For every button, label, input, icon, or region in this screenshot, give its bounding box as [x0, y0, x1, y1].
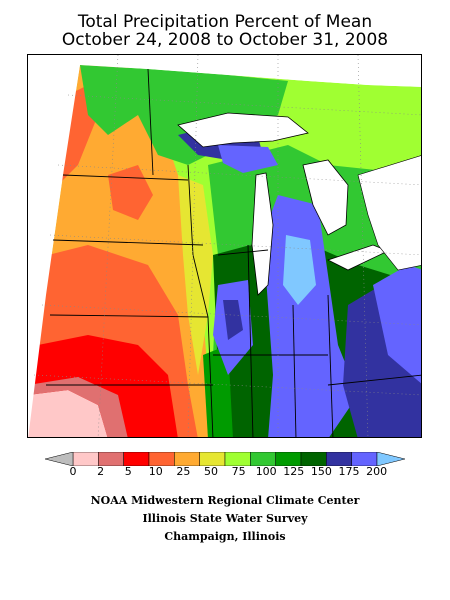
legend-bin-3 — [148, 452, 175, 466]
legend-over-arrow — [376, 452, 405, 466]
precipitation-map — [27, 54, 422, 438]
legend-bin-4 — [174, 452, 200, 466]
legend-tick-0: 0 — [69, 465, 77, 478]
map-subtitle-date-range: October 24, 2008 to October 31, 2008 — [61, 30, 389, 50]
legend-bin-10 — [326, 452, 352, 466]
zone-pink-southwest — [28, 390, 108, 437]
legend-tick-125: 125 — [283, 465, 305, 478]
legend-bin-5 — [199, 452, 226, 466]
legend-bin-6 — [224, 452, 251, 466]
legend-under-arrow — [45, 452, 74, 466]
precipitation-map-svg — [28, 55, 421, 437]
legend-bin-2 — [123, 452, 150, 466]
zone-yellow-central — [178, 175, 213, 375]
credit-survey: Illinois State Water Survey — [142, 512, 308, 525]
legend-tick-50: 50 — [204, 465, 218, 478]
legend-bin-9 — [300, 452, 327, 466]
legend-tick-100: 100 — [255, 465, 277, 478]
legend-tick-25: 25 — [176, 465, 191, 478]
zone-blue-superior — [218, 145, 278, 173]
legend-tick-200: 200 — [366, 465, 388, 478]
map-outside-east — [357, 155, 421, 271]
legend-colorbar — [45, 452, 405, 466]
legend-tick-2: 2 — [97, 465, 105, 478]
lake-superior — [177, 112, 309, 148]
lake-michigan — [251, 172, 274, 296]
zone-darkorange-north — [108, 165, 153, 220]
legend-tick-75: 75 — [231, 465, 246, 478]
credit-location: Champaign, Illinois — [164, 530, 286, 543]
legend-bin-1 — [98, 452, 124, 466]
zone-rose-southwest — [28, 377, 128, 437]
map-title: Total Precipitation Percent of Mean — [77, 12, 373, 32]
legend-bin-8 — [275, 452, 302, 466]
state-boundaries — [46, 68, 421, 437]
legend-bin-7 — [250, 452, 276, 466]
legend-bin-0 — [72, 452, 99, 466]
legend-tick-175: 175 — [338, 465, 360, 478]
map-graticule — [33, 55, 421, 437]
map-outside-north — [28, 55, 421, 437]
legend-tick-150: 150 — [310, 465, 332, 478]
credit-organization: NOAA Midwestern Regional Climate Center — [90, 494, 360, 507]
zone-blue-far-east — [373, 265, 421, 384]
legend-tick-5: 5 — [124, 465, 132, 478]
zone-navy-central — [223, 300, 243, 340]
legend-tick-10: 10 — [148, 465, 163, 478]
legend-bin-11 — [351, 452, 378, 466]
zone-lightblue-michigan — [283, 235, 316, 305]
